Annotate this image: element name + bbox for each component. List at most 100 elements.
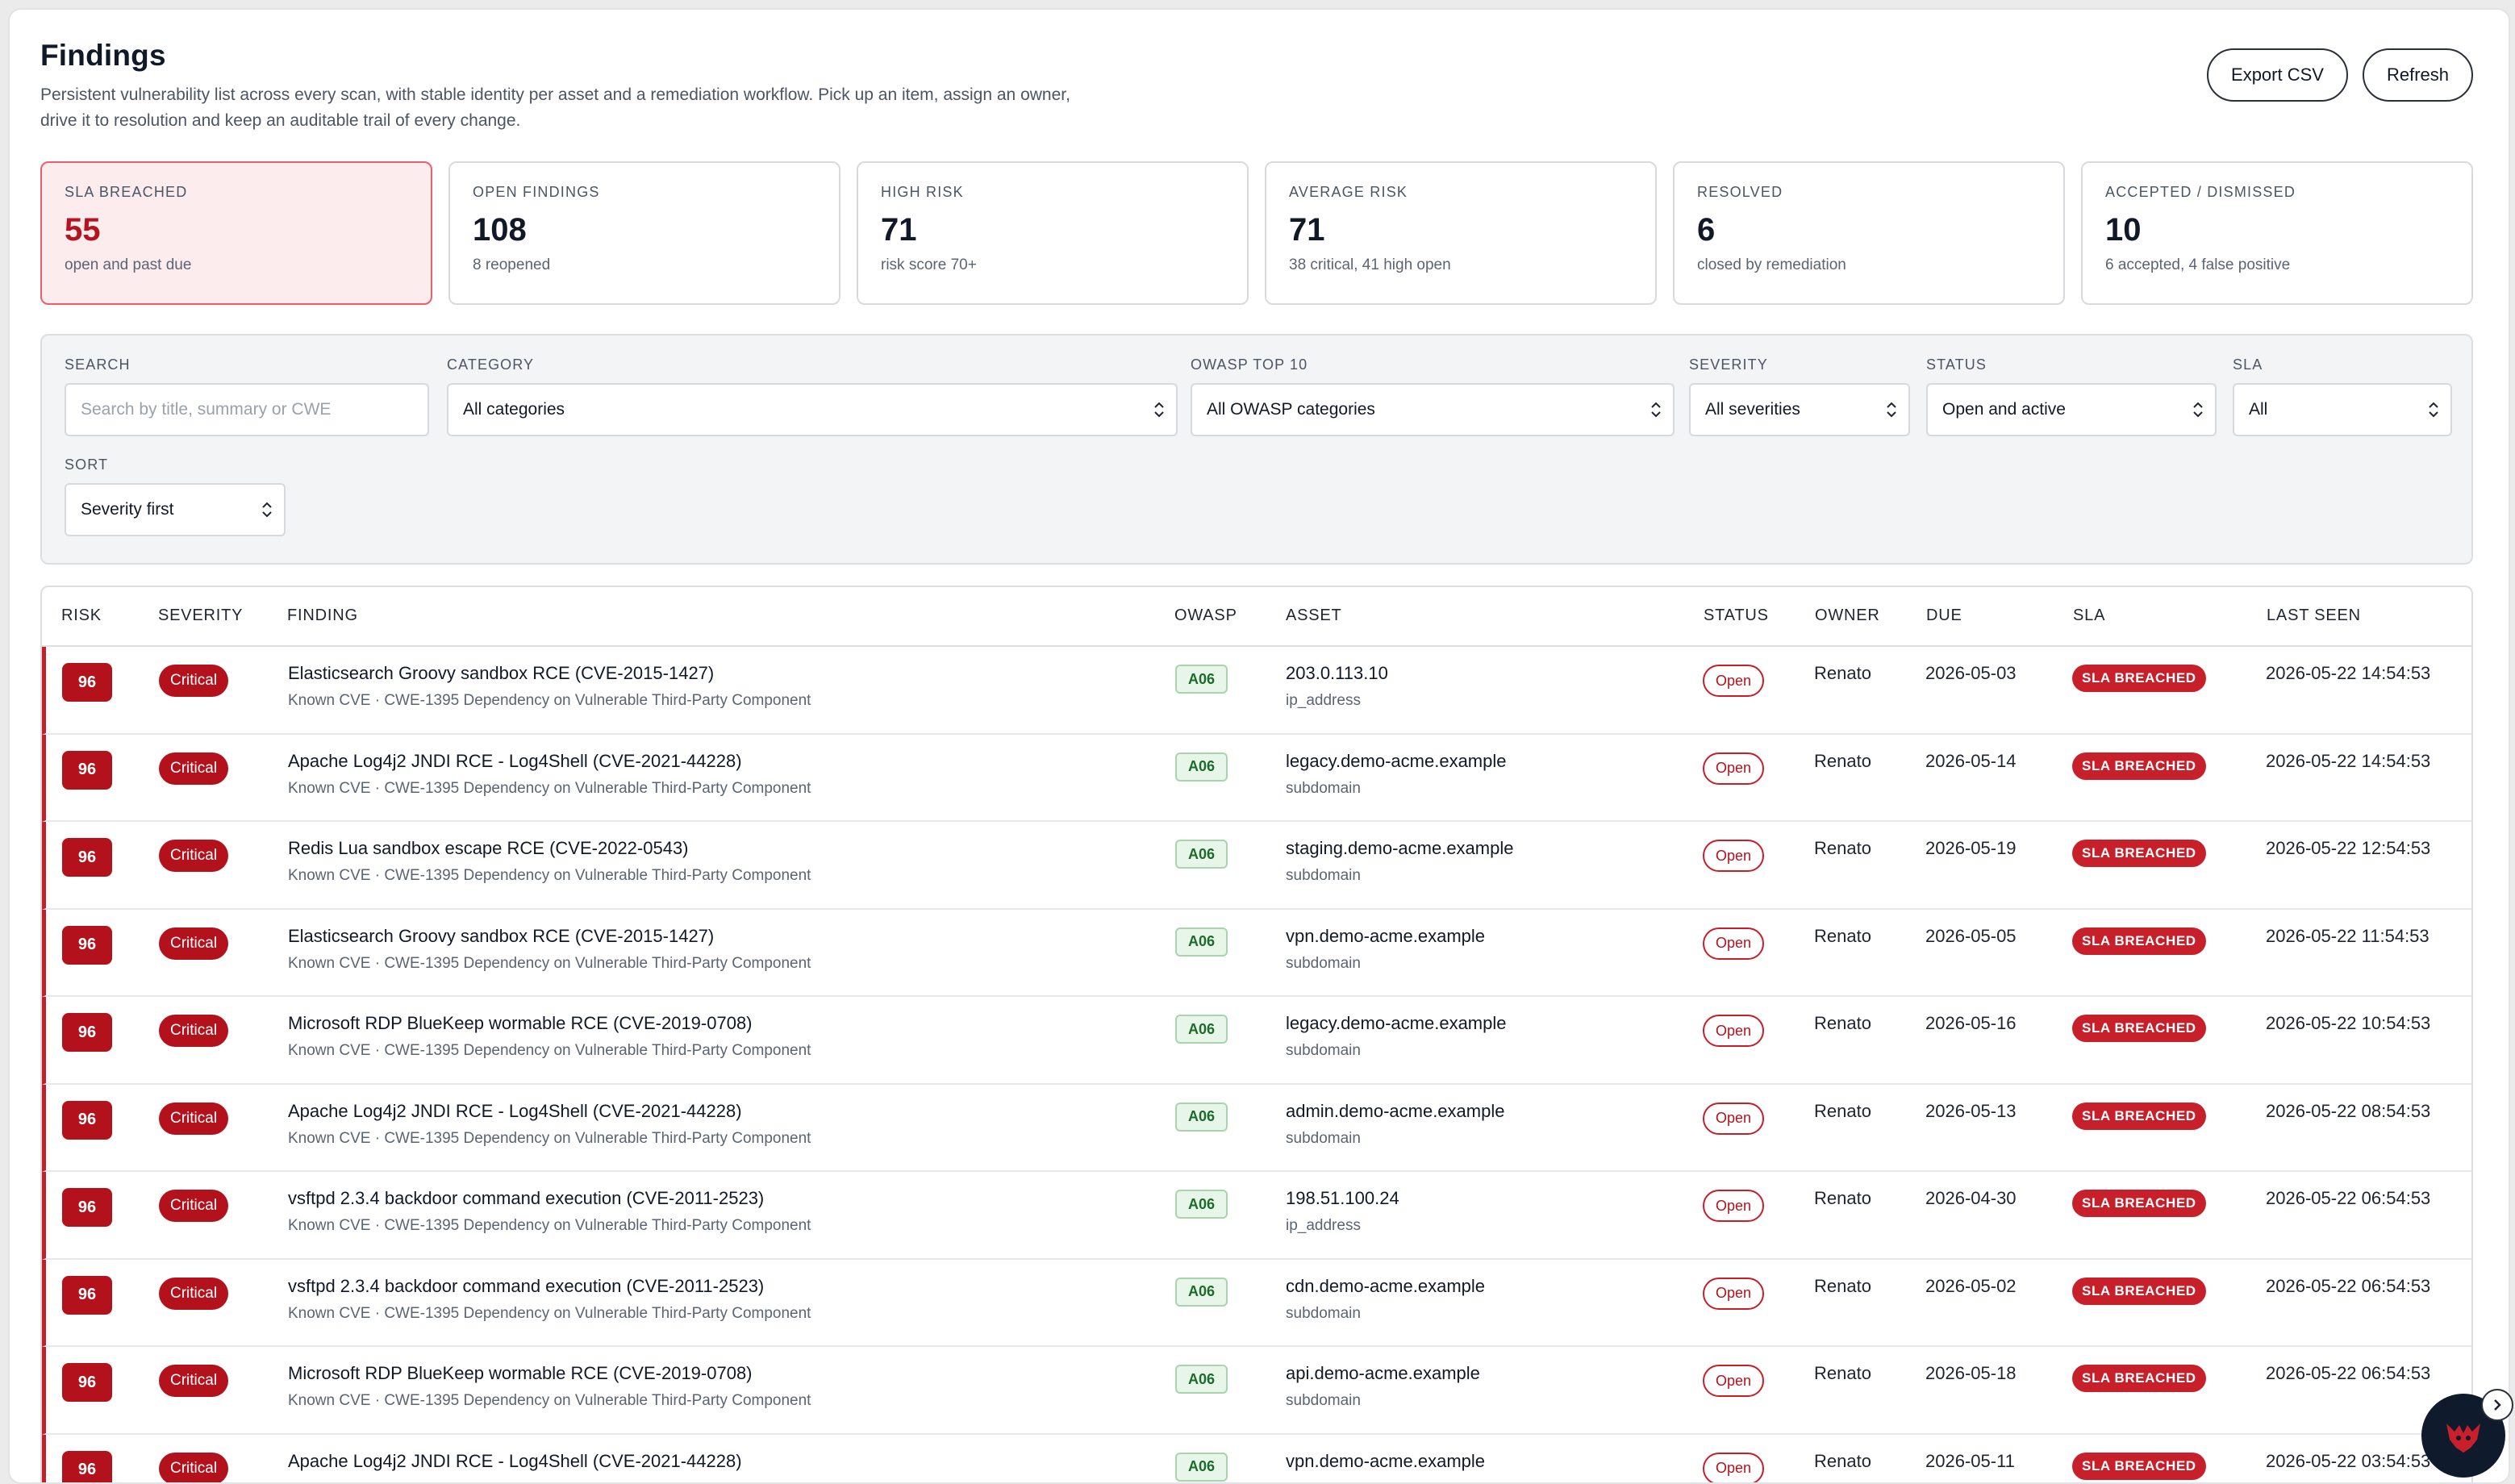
finding-title-link[interactable]: Apache Log4j2 JNDI RCE - Log4Shell (CVE-… <box>288 751 742 772</box>
column-header-asset[interactable]: ASSET <box>1286 607 1342 625</box>
stat-note: closed by remediation <box>1697 256 2041 274</box>
stat-note: 8 reopened <box>473 256 816 274</box>
column-header-severity[interactable]: SEVERITY <box>158 607 243 625</box>
stat-value: 10 <box>2105 212 2449 248</box>
owner-name[interactable]: Renato <box>1814 751 1871 772</box>
severity-select[interactable]: All severities <box>1689 383 1910 436</box>
owner-name[interactable]: Renato <box>1814 663 1871 684</box>
finding-title-link[interactable]: Microsoft RDP BlueKeep wormable RCE (CVE… <box>288 1363 753 1384</box>
stat-card-accepted-dismissed[interactable]: ACCEPTED / DISMISSED 10 6 accepted, 4 fa… <box>2081 161 2473 305</box>
asset-name[interactable]: vpn.demo-acme.example <box>1286 1451 1485 1472</box>
owner-name[interactable]: Renato <box>1814 1451 1871 1472</box>
stat-card-open-findings[interactable]: OPEN FINDINGS 108 8 reopened <box>448 161 840 305</box>
asset-name[interactable]: 198.51.100.24 <box>1286 1188 1399 1209</box>
sla-badge: SLA BREACHED <box>2072 1453 2206 1480</box>
findings-table: RISK SEVERITY FINDING OWASP ASSET STATUS… <box>40 586 2473 1484</box>
asset-name[interactable]: staging.demo-acme.example <box>1286 838 1513 859</box>
status-badge[interactable]: Open <box>1703 752 1764 785</box>
stat-card-resolved[interactable]: RESOLVED 6 closed by remediation <box>1673 161 2065 305</box>
asset-name[interactable]: vpn.demo-acme.example <box>1286 926 1485 947</box>
finding-title-link[interactable]: Apache Log4j2 JNDI RCE - Log4Shell (CVE-… <box>288 1101 742 1122</box>
asset-name[interactable]: legacy.demo-acme.example <box>1286 1013 1507 1034</box>
export-csv-button[interactable]: Export CSV <box>2207 48 2348 102</box>
column-header-last-seen[interactable]: LAST SEEN <box>2267 607 2361 625</box>
search-input[interactable]: Search by title, summary or CWE <box>65 383 429 436</box>
owner-name[interactable]: Renato <box>1814 1363 1871 1384</box>
status-badge[interactable]: Open <box>1703 1015 1764 1047</box>
column-header-due[interactable]: DUE <box>1926 607 1962 625</box>
status-select[interactable]: Open and active <box>1926 383 2217 436</box>
asset-name[interactable]: legacy.demo-acme.example <box>1286 751 1507 772</box>
stat-note: risk score 70+ <box>881 256 1224 274</box>
asset-name[interactable]: cdn.demo-acme.example <box>1286 1276 1485 1297</box>
owasp-badge: A06 <box>1175 665 1228 694</box>
owner-name[interactable]: Renato <box>1814 1101 1871 1122</box>
stat-label: RESOLVED <box>1697 184 2041 201</box>
stat-value: 71 <box>881 212 1224 248</box>
finding-title-link[interactable]: vsftpd 2.3.4 backdoor command execution … <box>288 1188 764 1209</box>
status-badge[interactable]: Open <box>1703 1190 1764 1222</box>
owasp-select[interactable]: All OWASP categories <box>1191 383 1675 436</box>
stat-label: AVERAGE RISK <box>1289 184 1633 201</box>
owner-name[interactable]: Renato <box>1814 1188 1871 1209</box>
filter-label: SORT <box>65 456 286 473</box>
severity-badge: Critical <box>159 1453 228 1484</box>
last-seen-timestamp: 2026-05-22 06:54:53 <box>2266 1276 2430 1297</box>
finding-summary: Known CVE · CWE-1395 Dependency on Vulne… <box>288 692 811 710</box>
due-date: 2026-05-03 <box>1925 663 2017 684</box>
finding-title-link[interactable]: Elasticsearch Groovy sandbox RCE (CVE-20… <box>288 926 714 947</box>
status-badge[interactable]: Open <box>1703 1365 1764 1397</box>
asset-name[interactable]: admin.demo-acme.example <box>1286 1101 1504 1122</box>
status-badge[interactable]: Open <box>1703 1278 1764 1310</box>
category-select[interactable]: All categories <box>447 383 1178 436</box>
owner-name[interactable]: Renato <box>1814 838 1871 859</box>
sort-select[interactable]: Severity first <box>65 483 286 536</box>
due-date: 2026-05-05 <box>1925 926 2017 947</box>
column-header-status[interactable]: STATUS <box>1704 607 1769 625</box>
sla-select[interactable]: All <box>2233 383 2452 436</box>
status-badge[interactable]: Open <box>1703 840 1764 872</box>
owner-name[interactable]: Renato <box>1814 1013 1871 1034</box>
stat-card-sla-breached[interactable]: SLA BREACHED 55 open and past due <box>40 161 432 305</box>
status-badge[interactable]: Open <box>1703 1453 1764 1484</box>
owner-name[interactable]: Renato <box>1814 1276 1871 1297</box>
column-header-finding[interactable]: FINDING <box>287 607 358 625</box>
status-badge[interactable]: Open <box>1703 1103 1764 1135</box>
severity-badge: Critical <box>159 1103 228 1135</box>
column-header-sla[interactable]: SLA <box>2073 607 2105 625</box>
column-header-risk[interactable]: RISK <box>61 607 102 625</box>
asset-type: subdomain <box>1286 1305 1361 1323</box>
finding-title-link[interactable]: Microsoft RDP BlueKeep wormable RCE (CVE… <box>288 1013 753 1034</box>
column-header-owner[interactable]: OWNER <box>1815 607 1880 625</box>
sla-badge: SLA BREACHED <box>2072 752 2206 780</box>
finding-title-link[interactable]: vsftpd 2.3.4 backdoor command execution … <box>288 1276 764 1297</box>
finding-title-link[interactable]: Elasticsearch Groovy sandbox RCE (CVE-20… <box>288 663 714 684</box>
finding-summary: Known CVE · CWE-1395 Dependency on Vulne… <box>288 867 811 885</box>
search-filter: SEARCH Search by title, summary or CWE <box>65 356 429 436</box>
risk-score-badge: 96 <box>62 1276 112 1315</box>
assistant-toggle-button[interactable] <box>2481 1389 2513 1421</box>
owner-name[interactable]: Renato <box>1814 926 1871 947</box>
asset-name[interactable]: api.demo-acme.example <box>1286 1363 1480 1384</box>
sla-badge: SLA BREACHED <box>2072 665 2206 692</box>
asset-name[interactable]: 203.0.113.10 <box>1286 663 1388 684</box>
finding-summary: Known CVE · CWE-1395 Dependency on Vulne… <box>288 1392 811 1410</box>
finding-title-link[interactable]: Apache Log4j2 JNDI RCE - Log4Shell (CVE-… <box>288 1451 742 1472</box>
stat-card-average-risk[interactable]: AVERAGE RISK 71 38 critical, 41 high ope… <box>1265 161 1657 305</box>
stat-card-high-risk[interactable]: HIGH RISK 71 risk score 70+ <box>857 161 1249 305</box>
column-header-owasp[interactable]: OWASP <box>1174 607 1237 625</box>
finding-title-link[interactable]: Redis Lua sandbox escape RCE (CVE-2022-0… <box>288 838 689 859</box>
status-badge[interactable]: Open <box>1703 665 1764 697</box>
refresh-button[interactable]: Refresh <box>2363 48 2473 102</box>
status-badge[interactable]: Open <box>1703 928 1764 960</box>
